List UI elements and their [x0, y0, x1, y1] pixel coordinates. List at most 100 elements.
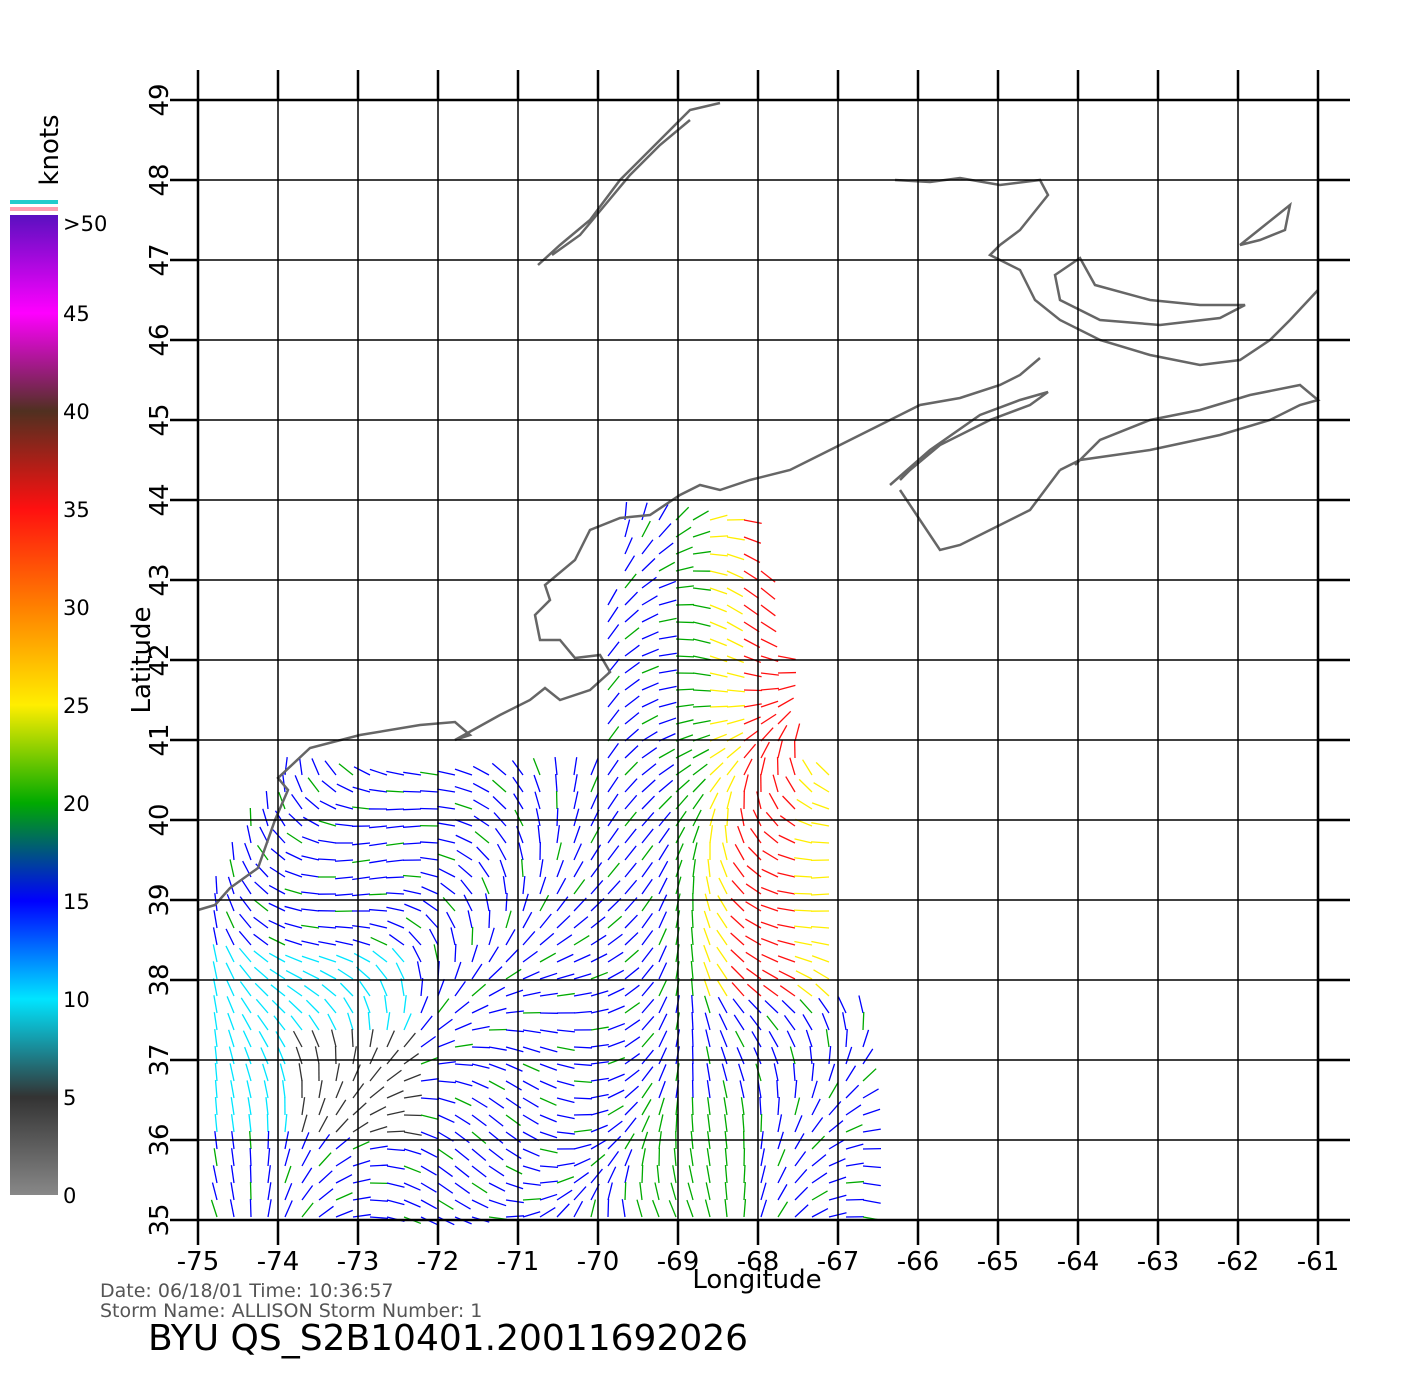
- wind-vector: [522, 1046, 541, 1053]
- wind-vector: [369, 1164, 389, 1167]
- y-tick-label: 40: [145, 803, 175, 836]
- coastline-gulf: [537, 101, 1319, 367]
- wind-vector: [352, 842, 371, 846]
- wind-vector: [321, 984, 337, 997]
- wind-vector: [454, 802, 473, 810]
- wind-vector: [743, 758, 753, 776]
- wind-vector: [624, 984, 640, 997]
- wind-vector: [709, 792, 719, 810]
- wind-vector: [746, 967, 762, 980]
- wind-vector: [522, 1182, 541, 1186]
- wind-vector: [624, 1133, 635, 1150]
- wind-vector: [862, 1048, 874, 1065]
- wind-vector: [437, 1114, 455, 1124]
- wind-vector: [318, 955, 337, 963]
- wind-vector: [369, 1047, 379, 1065]
- wind-vector: [395, 962, 405, 980]
- wind-vector: [319, 800, 337, 810]
- wind-vector: [454, 1165, 470, 1178]
- wind-vector: [522, 876, 526, 895]
- wind-vector: [488, 1182, 506, 1192]
- wind-vector: [813, 969, 830, 980]
- wind-vector: [743, 1199, 747, 1218]
- wind-vector: [703, 927, 711, 946]
- wind-vector: [709, 514, 728, 521]
- wind-vector: [624, 1101, 639, 1116]
- wind-vector: [658, 894, 668, 912]
- wind-vector: [240, 878, 252, 895]
- wind-vector: [641, 795, 655, 810]
- y-tick-label: 47: [145, 243, 175, 276]
- wind-vector: [284, 1165, 292, 1184]
- wind-vector: [573, 916, 589, 929]
- wind-vector: [607, 1022, 626, 1031]
- wind-vector: [488, 909, 491, 929]
- wind-vector: [214, 1063, 218, 1082]
- wind-vector: [752, 809, 762, 827]
- wind-vector: [607, 827, 619, 844]
- wind-vector: [624, 949, 639, 963]
- wind-vector: [675, 859, 683, 878]
- wind-vector: [412, 945, 422, 963]
- wind-vector: [301, 1114, 308, 1133]
- wind-vector: [624, 1053, 641, 1065]
- wind-vector: [554, 757, 558, 776]
- wind-vector: [437, 1097, 456, 1104]
- wind-vector: [749, 828, 762, 844]
- wind-vector: [403, 825, 422, 828]
- wind-vector: [624, 537, 633, 555]
- wind-vector: [336, 954, 354, 963]
- wind-vector: [335, 1209, 353, 1218]
- wind-vector: [403, 1182, 421, 1191]
- wind-vector: [658, 1030, 668, 1048]
- wind-vector: [573, 757, 578, 776]
- wind-vector: [369, 825, 388, 829]
- wind-vector: [692, 778, 706, 793]
- wind-vector: [760, 921, 779, 929]
- wind-vector: [743, 604, 760, 616]
- wind-vector: [777, 740, 783, 759]
- wind-vector: [777, 907, 796, 912]
- wind-vector: [607, 987, 625, 997]
- wind-vector: [522, 931, 536, 946]
- wind-vector: [488, 1165, 505, 1177]
- wind-vector: [292, 1030, 303, 1048]
- wind-vector: [692, 655, 711, 661]
- wind-vector: [590, 862, 603, 878]
- wind-vector: [641, 1115, 651, 1133]
- wind-vector: [467, 910, 473, 929]
- wind-vector: [777, 853, 796, 861]
- wind-vector: [471, 1182, 488, 1194]
- wind-vector: [845, 1084, 860, 1099]
- wind-vector: [743, 743, 757, 759]
- wind-vector: [724, 1199, 728, 1218]
- wind-vector: [760, 1199, 768, 1218]
- wind-vector: [522, 971, 540, 980]
- wind-vector: [705, 1182, 711, 1201]
- wind-vector: [717, 996, 728, 1014]
- wind-vector: [726, 587, 744, 598]
- wind-vector: [692, 825, 700, 844]
- wind-vector: [502, 876, 507, 895]
- wind-vector: [522, 1198, 542, 1201]
- wind-vector: [539, 1131, 558, 1139]
- colorbar-label: knots: [35, 114, 65, 185]
- wind-vector: [573, 843, 582, 861]
- wind-vector: [229, 1063, 235, 1082]
- wind-vector: [499, 859, 507, 878]
- wind-vector: [386, 770, 405, 776]
- wind-vector: [298, 1063, 303, 1082]
- wind-vector: [707, 859, 711, 878]
- wind-vector: [335, 925, 354, 929]
- wind-vector: [421, 886, 439, 895]
- wind-vector: [318, 1205, 334, 1218]
- wind-vector: [403, 1199, 421, 1208]
- wind-vector: [692, 875, 695, 895]
- wind-vector: [245, 1063, 252, 1082]
- wind-vector: [212, 961, 218, 980]
- x-tick-label: -71: [497, 1247, 539, 1277]
- wind-vector: [556, 896, 569, 912]
- wind-vector: [717, 895, 728, 912]
- wind-vector: [724, 1182, 728, 1201]
- colorbar-cap: [10, 200, 58, 204]
